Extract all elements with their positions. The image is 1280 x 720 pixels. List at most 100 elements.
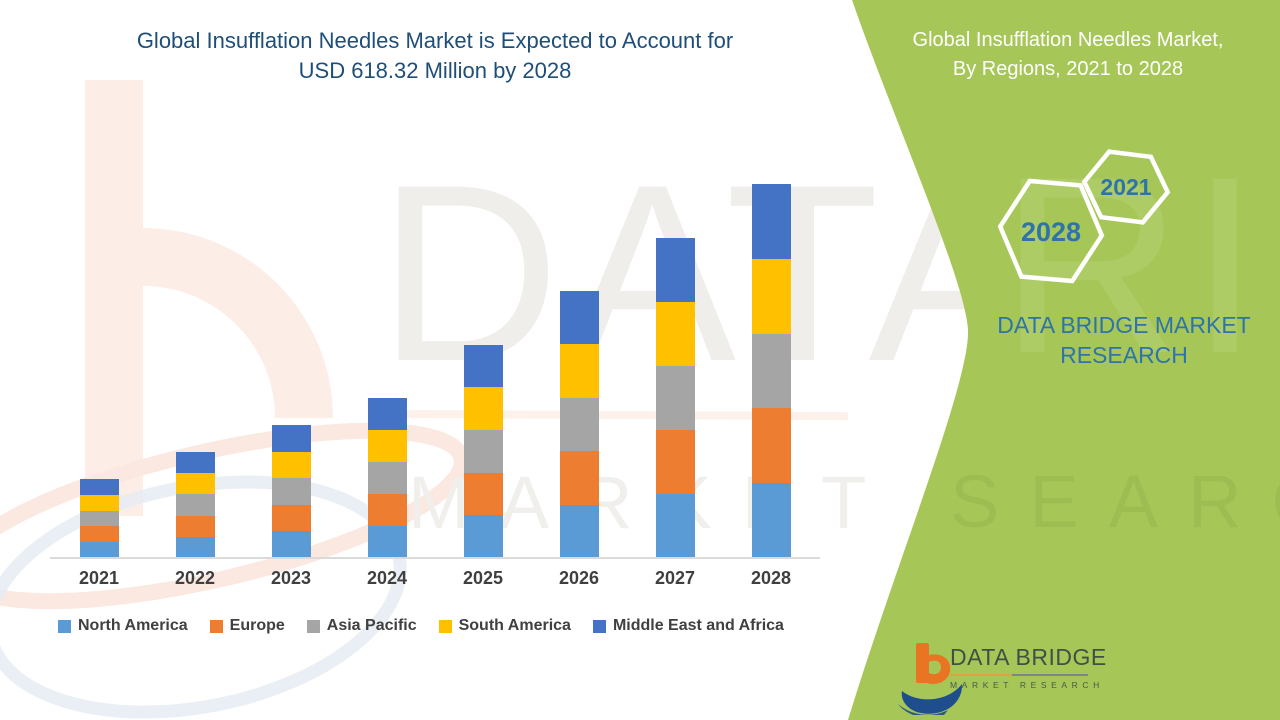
bar-2027-segment-south-america [655, 301, 695, 366]
bar-2026-segment-south-america [559, 344, 599, 398]
bar-2027-segment-europe [655, 429, 695, 494]
chart-title-line2: USD 618.32 Million by 2028 [298, 58, 572, 83]
stacked-bar-2027 [655, 237, 695, 558]
x-axis-label-2028: 2028 [750, 568, 792, 588]
bar-slot-2022 [147, 452, 243, 558]
bar-2027-segment-north-america [655, 493, 695, 558]
legend-swatch-asia-pacific [306, 619, 320, 633]
bar-2025-segment-middle-east-and-africa [463, 344, 503, 388]
footer-logo-divider [950, 674, 1088, 676]
bar-2024-segment-europe [367, 494, 407, 526]
bar-2021-segment-south-america [79, 494, 119, 511]
bar-slot-2021 [51, 479, 147, 558]
bar-slot-2023 [243, 425, 339, 558]
bar-2027-segment-middle-east-and-africa [655, 237, 695, 302]
bar-slot-2027 [627, 237, 723, 558]
bar-2022-segment-north-america [175, 536, 215, 558]
legend-item-middle-east-and-africa: Middle East and Africa [592, 617, 784, 635]
panel-title-line1: Global Insufflation Needles Market, [912, 29, 1224, 51]
bar-2023-segment-south-america [271, 451, 311, 479]
bar-2026-segment-north-america [559, 504, 599, 558]
bar-2025-segment-asia-pacific [463, 429, 503, 473]
bar-2028-segment-asia-pacific [751, 333, 791, 409]
x-axis-label-2022: 2022 [174, 568, 216, 588]
panel-watermark-big-text: RIDGE [1000, 125, 1280, 406]
bar-2024-segment-middle-east-and-africa [367, 398, 407, 430]
hexagon-2028-label: 2028 [1020, 217, 1082, 247]
x-axis-label-2023: 2023 [270, 568, 312, 588]
dbmr-footer-logo-icon [898, 643, 963, 715]
hexagon-2021-icon [1081, 149, 1171, 225]
legend-swatch-europe [209, 619, 223, 633]
legend-item-south-america: South America [438, 617, 571, 635]
bar-2028-segment-south-america [751, 258, 791, 334]
legend-swatch-north-america [58, 619, 71, 633]
footer-logo-text: DATA BRIDGE MARKET RESEARCH [950, 644, 1110, 690]
stacked-bar-2023 [271, 425, 311, 558]
bar-2021-segment-europe [79, 526, 119, 543]
legend-swatch-south-america [438, 619, 452, 633]
bar-2023-segment-europe [271, 504, 311, 532]
bar-2023-segment-asia-pacific [271, 478, 311, 505]
bar-2021-segment-north-america [79, 542, 119, 558]
panel-title: Global Insufflation Needles Market, By R… [868, 26, 1268, 84]
bar-2025-segment-north-america [463, 515, 503, 558]
x-axis-label-2026: 2026 [558, 568, 600, 588]
chart-legend: North America Europe Asia Pacific South Ame… [58, 617, 784, 635]
legend-label-north-america: North America [78, 617, 188, 634]
brand-text-line2: RESEARCH [1060, 342, 1188, 368]
hexagon-2021-label: 2021 [1100, 174, 1152, 200]
bar-2022-segment-south-america [175, 473, 215, 495]
footer-logo-name: DATA BRIDGE [950, 644, 1107, 670]
x-axis-label-2021: 2021 [78, 568, 120, 588]
legend-item-asia-pacific: Asia Pacific [306, 617, 417, 635]
stacked-bar-2025 [463, 344, 503, 558]
stacked-bar-2021 [79, 479, 119, 558]
legend-label-south-america: South America [458, 617, 571, 634]
stacked-bar-2026 [559, 290, 599, 558]
legend-item-north-america: North America [58, 617, 188, 635]
bar-2026-segment-europe [559, 451, 599, 505]
stacked-bar-2022 [175, 452, 215, 558]
footer-logo-sub: MARKET RESEARCH [950, 680, 1104, 690]
brand-text-line1: DATA BRIDGE MARKET [997, 312, 1251, 338]
hexagon-2028-icon [997, 178, 1105, 284]
bar-slot-2028 [723, 184, 819, 558]
bar-slot-2024 [339, 398, 435, 558]
stacked-bar-2028 [751, 184, 791, 558]
bar-2028-segment-middle-east-and-africa [751, 184, 791, 259]
bar-2024-segment-north-america [367, 526, 407, 558]
bar-2028-segment-europe [751, 408, 791, 484]
bar-2025-segment-south-america [463, 387, 503, 430]
bar-2021-segment-middle-east-and-africa [79, 479, 119, 495]
hexagons-icon [997, 149, 1171, 284]
bar-2023-segment-north-america [271, 531, 311, 558]
brand-text: DATA BRIDGE MARKET RESEARCH [980, 310, 1268, 370]
legend-label-asia-pacific: Asia Pacific [326, 617, 417, 634]
panel-title-line2: By Regions, 2021 to 2028 [952, 58, 1184, 80]
bar-2026-segment-middle-east-and-africa [559, 290, 599, 344]
x-axis-line [50, 557, 820, 559]
bar-2024-segment-south-america [367, 430, 407, 462]
bar-slot-2026 [531, 290, 627, 558]
bar-2024-segment-asia-pacific [367, 462, 407, 494]
x-axis-labels: 2021 2022 2023 2024 2025 2026 2027 2028 [51, 568, 819, 589]
bar-slot-2025 [435, 344, 531, 558]
legend-label-europe: Europe [229, 617, 285, 634]
stacked-bar-2024 [367, 398, 407, 558]
bar-2022-segment-asia-pacific [175, 494, 215, 516]
x-axis-label-2025: 2025 [462, 568, 504, 588]
bar-2027-segment-asia-pacific [655, 365, 695, 430]
chart-title-line1: Global Insufflation Needles Market is Ex… [136, 28, 734, 53]
bar-2021-segment-asia-pacific [79, 510, 119, 527]
bar-2023-segment-middle-east-and-africa [271, 425, 311, 452]
bar-2022-segment-europe [175, 515, 215, 537]
legend-label-middle-east-and-africa: Middle East and Africa [612, 617, 784, 634]
chart-title: Global Insufflation Needles Market is Ex… [60, 26, 810, 86]
legend-swatch-middle-east-and-africa [592, 619, 606, 633]
legend-item-europe: Europe [209, 617, 285, 635]
bar-2022-segment-middle-east-and-africa [175, 452, 215, 474]
bar-2025-segment-europe [463, 472, 503, 516]
